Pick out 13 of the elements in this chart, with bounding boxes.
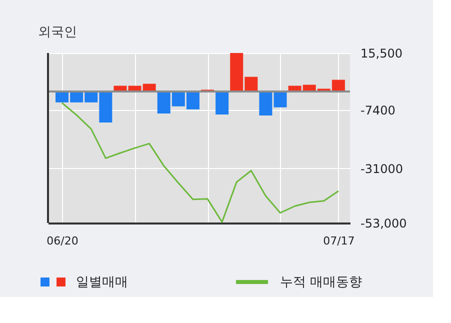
y-tick-label: -53,000 (360, 216, 407, 230)
bar (274, 91, 287, 108)
legend-label: 일별매매 (76, 275, 128, 290)
line-series (61, 102, 340, 223)
legend-label: 누적 매매동향 (280, 275, 362, 290)
y-tick-label: -31000 (360, 162, 404, 176)
bar (216, 91, 229, 115)
x-tick-label: 07/17 (323, 234, 355, 248)
x-tick-label: 06/20 (46, 234, 78, 248)
y-tick-label: 15,500 (360, 46, 402, 60)
bar (259, 91, 272, 116)
chart-title: 외국인 (38, 25, 78, 40)
y-tick-label: -7400 (360, 103, 396, 118)
